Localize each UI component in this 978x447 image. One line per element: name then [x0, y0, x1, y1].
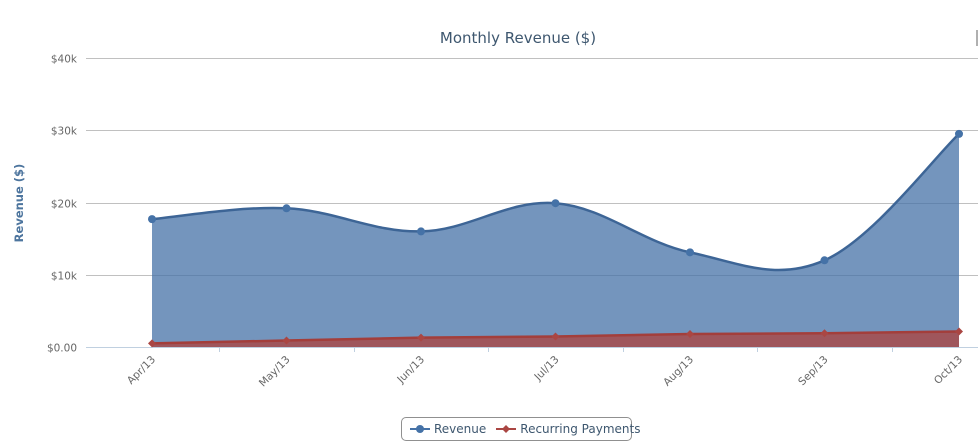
x-tick-label: Sep/13 [796, 354, 830, 388]
x-tick-label: Jul/13 [532, 354, 562, 384]
chart-legend: Revenue Recurring Payments [401, 417, 640, 441]
x-tick-label: Jun/13 [394, 354, 427, 387]
series-markers [148, 129, 963, 348]
data-point-recurring[interactable] [282, 336, 291, 345]
series-area-0 [152, 133, 959, 347]
legend-revenue-icon [410, 425, 430, 433]
legend-label-revenue: Revenue [434, 422, 487, 436]
data-point-recurring[interactable] [551, 332, 560, 341]
legend-recurring-icon [496, 425, 517, 433]
y-tick-label: $0.00 [47, 343, 77, 355]
y-tick-label: $40k [51, 54, 78, 66]
data-point-revenue[interactable] [282, 204, 291, 213]
legend-item-recurring-payments[interactable]: Recurring Payments [496, 422, 640, 436]
x-tick-label: Apr/13 [125, 354, 158, 387]
data-point-revenue[interactable] [148, 215, 156, 224]
y-tick-label: $30k [51, 126, 78, 138]
y-tick-label: $20k [51, 199, 78, 211]
x-axis [86, 347, 978, 352]
data-point-recurring[interactable] [686, 329, 694, 338]
y-axis-ticks: $0.00 $10k $20k $30k $40k [47, 54, 78, 355]
x-tick-label: May/13 [257, 354, 293, 390]
data-point-revenue[interactable] [417, 227, 425, 236]
x-tick-label: Aug/13 [661, 354, 696, 389]
x-axis-ticks: Apr/13 May/13 Jun/13 Jul/13 Aug/13 Sep/13 Oct/… [125, 354, 965, 390]
x-tick-label: Oct/13 [932, 354, 965, 387]
y-axis-title: Revenue ($) [12, 164, 26, 243]
data-point-recurring[interactable] [955, 327, 963, 336]
data-point-revenue[interactable] [820, 256, 829, 265]
legend-item-revenue[interactable]: Revenue [410, 422, 486, 436]
export-menu-button[interactable] [976, 30, 978, 46]
data-point-recurring[interactable] [820, 329, 829, 338]
y-tick-label: $10k [51, 271, 78, 283]
series-areas [151, 132, 960, 347]
data-point-recurring[interactable] [417, 333, 425, 342]
chart-title: Monthly Revenue ($) [440, 29, 596, 47]
data-point-recurring[interactable] [148, 339, 156, 348]
legend-label-recurring-payments: Recurring Payments [520, 422, 641, 436]
data-point-revenue[interactable] [955, 129, 963, 138]
data-point-revenue[interactable] [686, 248, 694, 257]
data-point-revenue[interactable] [551, 199, 560, 208]
